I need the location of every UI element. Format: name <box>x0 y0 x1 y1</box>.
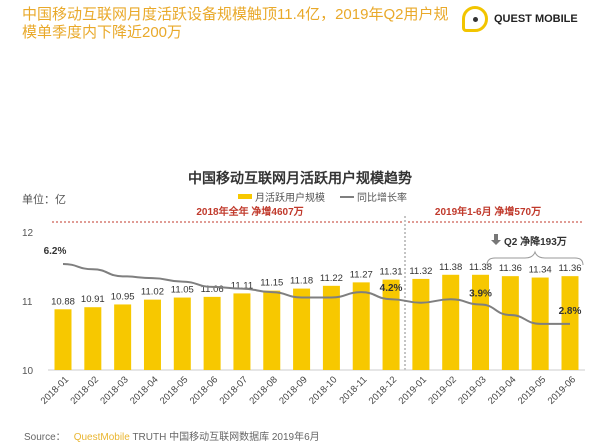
bar <box>501 276 519 370</box>
bar-value-label: 11.18 <box>290 276 313 287</box>
y-tick-label: 12 <box>22 228 34 239</box>
x-tick-label: 2018-08 <box>247 374 279 406</box>
bar-value-label: 11.31 <box>380 267 403 278</box>
quest-mobile-logo: QUEST MOBILE <box>462 6 578 32</box>
bar <box>84 307 102 370</box>
bar <box>114 304 132 370</box>
bar <box>322 285 340 370</box>
legend-line-label: 同比增长率 <box>357 191 407 204</box>
bar <box>442 274 460 370</box>
bar-value-label: 10.95 <box>111 291 135 302</box>
bar <box>54 309 72 370</box>
bar <box>203 296 221 370</box>
x-tick-label: 2019-02 <box>426 374 458 406</box>
bar-value-label: 11.36 <box>499 263 522 274</box>
x-tick-label: 2019-05 <box>516 374 548 406</box>
source-brand: QuestMobile <box>73 432 130 443</box>
x-tick-label: 2018-03 <box>98 374 130 406</box>
x-tick-label: 2019-06 <box>546 374 578 406</box>
bar-value-label: 11.06 <box>201 284 224 295</box>
x-tick-label: 2019-03 <box>456 374 488 406</box>
growth-rate-label: 4.2% <box>380 283 403 294</box>
x-tick-label: 2018-10 <box>307 374 339 406</box>
x-tick-label: 2018-07 <box>218 374 250 406</box>
x-tick-label: 2018-06 <box>188 374 220 406</box>
bar <box>263 290 281 370</box>
headline: 中国移动互联网月度活跃设备规模触顶11.4亿，2019年Q2用户规模单季度内下降… <box>22 6 449 41</box>
bar-value-label: 11.34 <box>529 265 552 276</box>
x-tick-label: 2018-04 <box>128 374 160 406</box>
bar <box>293 288 311 370</box>
legend: 月活跃用户规模 同比增长率 <box>238 191 407 204</box>
q2-down-arrow-icon <box>491 234 501 245</box>
x-tick-label: 2018-12 <box>367 374 399 406</box>
bar-value-label: 10.88 <box>51 296 75 307</box>
bar <box>173 297 191 370</box>
bar <box>143 299 161 370</box>
legend-bar-label: 月活跃用户规模 <box>255 191 325 204</box>
logo-text: QUEST MOBILE <box>494 13 578 25</box>
x-tick-label: 2018-01 <box>39 374 71 406</box>
x-tick-label: 2018-09 <box>277 374 309 406</box>
bar-value-label: 11.38 <box>469 262 492 273</box>
bar-value-label: 10.91 <box>81 294 105 305</box>
bar <box>233 293 251 370</box>
unit-label: 单位：亿 <box>22 192 66 206</box>
y-tick-label: 11 <box>22 297 33 308</box>
bar-value-label: 11.32 <box>409 266 432 277</box>
annotation-period2: 2019年1-6月 净增570万 <box>435 205 541 218</box>
bar-value-label: 11.05 <box>171 285 194 296</box>
source-label: Source： <box>24 432 66 443</box>
annotation-period1: 2018年全年 净增4607万 <box>196 205 303 218</box>
growth-rate-label: 6.2% <box>44 246 67 257</box>
bar-value-label: 11.27 <box>350 269 373 280</box>
bar-value-label: 11.38 <box>439 262 462 273</box>
bar-value-label: 11.36 <box>558 263 581 274</box>
y-tick-label: 10 <box>22 366 34 377</box>
chart-title: 中国移动互联网月活跃用户规模趋势 <box>188 170 412 186</box>
bar-value-label: 11.15 <box>260 278 283 289</box>
bar <box>472 274 490 370</box>
bar-value-label: 11.11 <box>231 280 253 291</box>
x-tick-label: 2018-02 <box>69 374 101 406</box>
bar <box>382 279 400 370</box>
growth-rate-label: 2.8% <box>559 306 582 317</box>
q2-brace <box>486 250 584 266</box>
bar-value-label: 11.02 <box>141 287 164 298</box>
x-tick-label: 2018-05 <box>158 374 190 406</box>
bar-value-label: 11.22 <box>320 273 343 284</box>
x-tick-label: 2019-04 <box>486 374 518 406</box>
annotation-q2: Q2 净降193万 <box>504 235 567 248</box>
logo-icon <box>462 6 488 32</box>
bar <box>352 282 370 370</box>
source: Source： QuestMobile TRUTH 中国移动互联网数据库 2019… <box>24 428 320 443</box>
x-tick-label: 2019-01 <box>397 374 429 406</box>
legend-bar-swatch <box>238 194 252 199</box>
growth-rate-label: 3.9% <box>469 288 492 299</box>
source-text: TRUTH 中国移动互联网数据库 2019年6月 <box>132 432 320 443</box>
x-tick-label: 2018-11 <box>337 374 369 406</box>
growth-rate-line <box>62 263 570 325</box>
bar <box>412 278 430 370</box>
